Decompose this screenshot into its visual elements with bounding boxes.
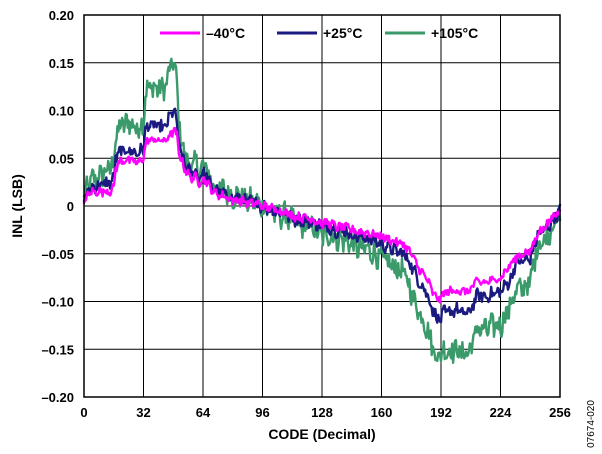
y-tick-label: –0.05	[41, 247, 74, 262]
grid-lines	[84, 15, 560, 397]
x-tick-label: 32	[136, 405, 150, 420]
y-tick-label: 0	[67, 199, 74, 214]
figure-id: 07674-020	[586, 400, 597, 448]
x-tick-label: 256	[549, 405, 571, 420]
x-tick-label: 192	[430, 405, 452, 420]
series-line	[82, 57, 562, 364]
y-tick-label: –0.10	[41, 295, 74, 310]
series-lines	[82, 57, 562, 364]
series-line	[82, 126, 562, 304]
legend-label: –40°C	[206, 25, 245, 41]
y-tick-label: 0.15	[49, 56, 74, 71]
y-tick-labels: 0.20 0.15 0.10 0.05 0 –0.05 –0.10 –0.15 –0.20	[41, 8, 74, 405]
y-tick-label: –0.20	[41, 390, 74, 405]
x-tick-label: 128	[311, 405, 333, 420]
x-tick-label: 224	[490, 405, 512, 420]
y-tick-label: –0.15	[41, 342, 74, 357]
y-tick-label: 0.20	[49, 8, 74, 23]
x-tick-label: 160	[371, 405, 393, 420]
x-tick-label: 0	[80, 405, 87, 420]
y-tick-label: 0.05	[49, 151, 74, 166]
x-tick-labels: 0 32 64 96 128 160 192 224 256	[80, 405, 570, 420]
legend-label: +25°C	[323, 25, 362, 41]
legend-label: +105°C	[431, 25, 478, 41]
x-tick-label: 96	[255, 405, 269, 420]
y-axis-label: INL (LSB)	[9, 174, 25, 238]
x-tick-label: 64	[196, 405, 211, 420]
legend: –40°C +25°C +105°C	[160, 25, 478, 41]
x-axis-label: CODE (Decimal)	[268, 426, 375, 442]
plot-frame	[83, 14, 561, 398]
y-tick-label: 0.10	[49, 104, 74, 119]
